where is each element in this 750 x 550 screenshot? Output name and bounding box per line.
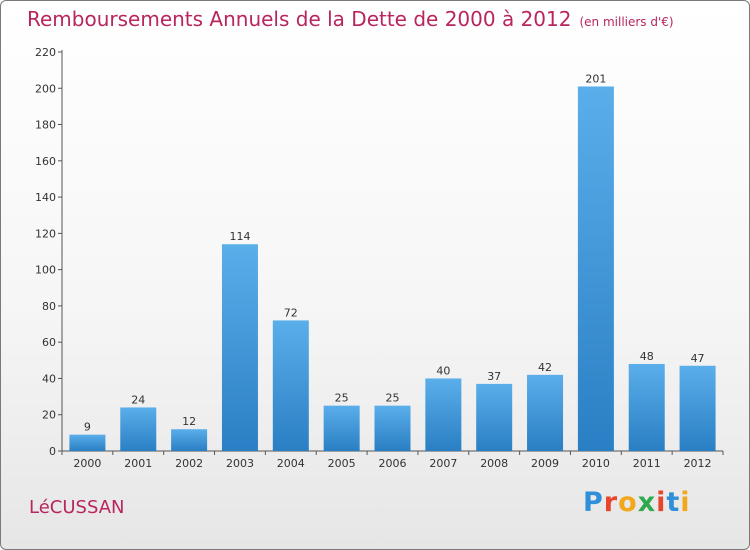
bar-2011 (628, 363, 665, 451)
x-tick-label: 2012 (684, 457, 712, 470)
value-label: 47 (691, 352, 705, 365)
logo-letter: r (603, 487, 619, 518)
x-tick-label: 2009 (531, 457, 559, 470)
x-tick-label: 2000 (73, 457, 101, 470)
value-label: 9 (84, 421, 91, 434)
logo-letter: x (637, 487, 657, 518)
y-tick-label: 0 (49, 445, 56, 458)
logo-letter: i (680, 487, 691, 518)
value-label: 25 (335, 392, 349, 405)
x-tick-label: 2004 (277, 457, 305, 470)
value-label: 40 (436, 364, 450, 377)
x-tick-label: 2011 (633, 457, 661, 470)
town-name: LéCUSSAN (29, 497, 125, 518)
y-tick-label: 100 (35, 264, 56, 277)
logo-letter: i (656, 487, 667, 518)
x-tick-label: 2006 (379, 457, 407, 470)
logo-letter: P (583, 487, 604, 518)
bar-2006 (374, 405, 411, 451)
value-label: 12 (182, 415, 196, 428)
x-tick-label: 2008 (480, 457, 508, 470)
y-tick-label: 60 (42, 336, 56, 349)
bars: 9 24 12 114 72 25 25 40 37 42 201 48 47 (69, 72, 716, 451)
bar-2004 (272, 320, 309, 451)
logo-letter: o (618, 487, 638, 518)
chart-title-text: Remboursements Annuels de la Dette de 20… (27, 7, 572, 31)
chart-title: Remboursements Annuels de la Dette de 20… (27, 7, 674, 31)
y-tick-label: 40 (42, 372, 56, 385)
bar-2005 (323, 405, 360, 451)
value-label: 24 (131, 393, 145, 406)
bar-2009 (527, 374, 564, 451)
x-tick-label: 2007 (429, 457, 457, 470)
x-tick-label: 2010 (582, 457, 610, 470)
bar-2010 (577, 86, 614, 451)
y-tick-label: 20 (42, 409, 56, 422)
x-tick-label: 2003 (226, 457, 254, 470)
y-tick-label: 140 (35, 191, 56, 204)
bar-2000 (69, 434, 106, 451)
x-tick-label: 2002 (175, 457, 203, 470)
chart-unit: (en milliers d'€) (579, 15, 674, 29)
bar-2007 (425, 378, 462, 451)
proxiti-logo: Proxiti (583, 487, 691, 518)
bar-2002 (171, 429, 208, 451)
y-tick-label: 80 (42, 300, 56, 313)
value-label: 42 (538, 361, 552, 374)
y-tick-label: 180 (35, 119, 56, 132)
bar-2012 (679, 365, 716, 451)
bar-2001 (120, 407, 157, 451)
axes: 0 20 40 60 80 100 120 140 160 180 200 220 2000 2001 20… (35, 46, 724, 470)
bar-2008 (476, 383, 513, 451)
y-tick-label: 200 (35, 82, 56, 95)
value-label: 72 (284, 306, 298, 319)
value-label: 37 (487, 370, 501, 383)
value-label: 114 (229, 230, 250, 243)
x-tick-label: 2005 (328, 457, 356, 470)
value-label: 201 (585, 72, 606, 85)
bar-2003 (221, 244, 258, 451)
x-tick-label: 2001 (124, 457, 152, 470)
y-tick-label: 120 (35, 227, 56, 240)
y-tick-label: 220 (35, 46, 56, 59)
value-label: 25 (386, 392, 400, 405)
logo-letter: t (666, 487, 681, 518)
value-label: 48 (640, 350, 654, 363)
y-tick-label: 160 (35, 155, 56, 168)
